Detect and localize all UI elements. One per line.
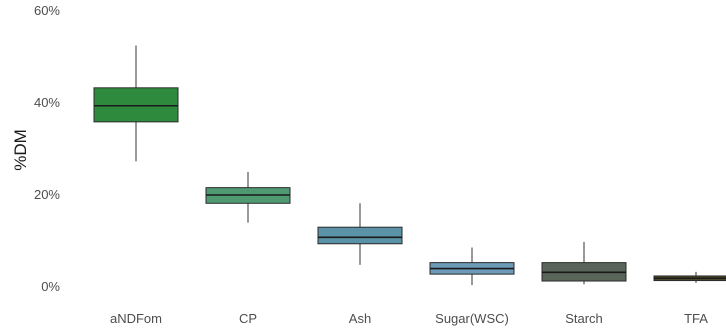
x-tick-label: CP [239,311,257,326]
y-axis-title: %DM [11,129,30,171]
boxes-group [93,45,726,286]
x-tick-label: Ash [349,311,371,326]
y-tick-label: 20% [34,187,60,202]
x-tick-label: Starch [565,311,603,326]
x-tick-label: Sugar(WSC) [435,311,509,326]
box-andfom [93,45,179,162]
x-tick-label: aNDFom [110,311,162,326]
box-tfa [653,271,726,283]
y-axis: 0% 20% 40% 60% [34,3,60,294]
y-tick-label: 0% [41,279,60,294]
box-ash [317,203,403,265]
x-tick-label: TFA [684,311,708,326]
x-axis: aNDFom CP Ash Sugar(WSC) Starch TFA [110,311,708,326]
box-body [317,226,403,245]
box-cp [205,172,291,223]
y-tick-label: 60% [34,3,60,18]
box-starch [541,241,627,285]
box-sugar-wsc- [429,247,515,286]
y-tick-label: 40% [34,95,60,110]
box-body [93,87,179,123]
